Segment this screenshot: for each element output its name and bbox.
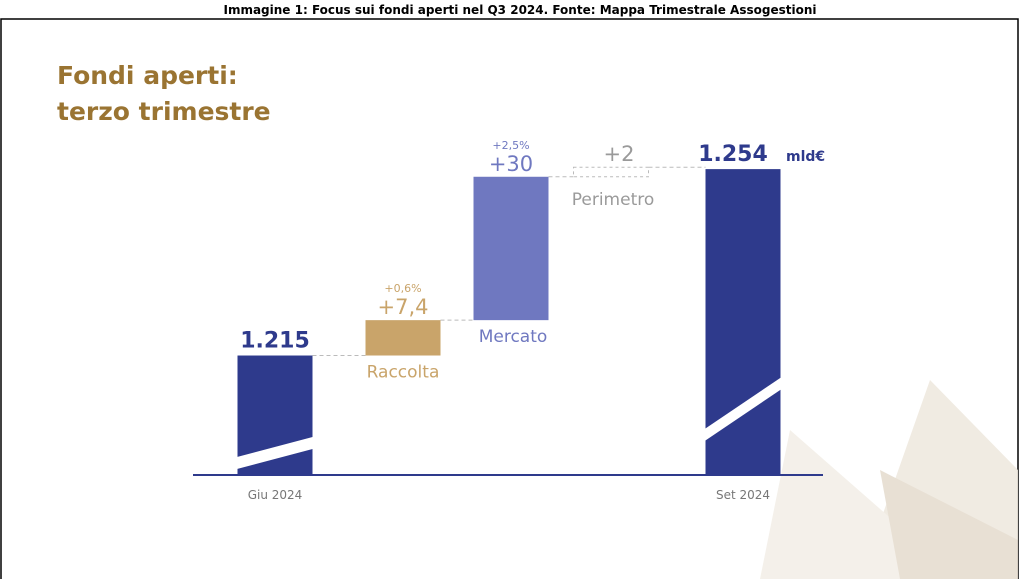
x-tick-label: Giu 2024 [248,488,303,502]
decoration [760,380,1018,579]
category-label: Mercato [479,327,548,347]
bar [365,320,441,356]
category-label: Perimetro [572,190,655,210]
category-label: Raccolta [367,363,440,383]
chart-title: terzo trimestre [57,97,271,126]
value-label: +7,4 [378,295,429,319]
chart-title: Fondi aperti: [57,61,238,90]
x-tick-label: Set 2024 [716,488,770,502]
value-label: +2 [604,142,635,166]
value-label: +30 [489,152,533,176]
axis-break [236,436,314,470]
value-label: 1.254 [698,142,768,167]
unit-label: mld€ [786,149,825,165]
frame [0,18,1019,579]
bar [473,176,549,321]
axis-break [704,377,782,442]
value-label: 1.215 [240,329,310,354]
pct-label: +2,5% [492,139,529,152]
caption: Immagine 1: Focus sui fondi aperti nel Q… [223,3,816,17]
bar [573,166,649,178]
pct-label: +0,6% [384,282,421,295]
